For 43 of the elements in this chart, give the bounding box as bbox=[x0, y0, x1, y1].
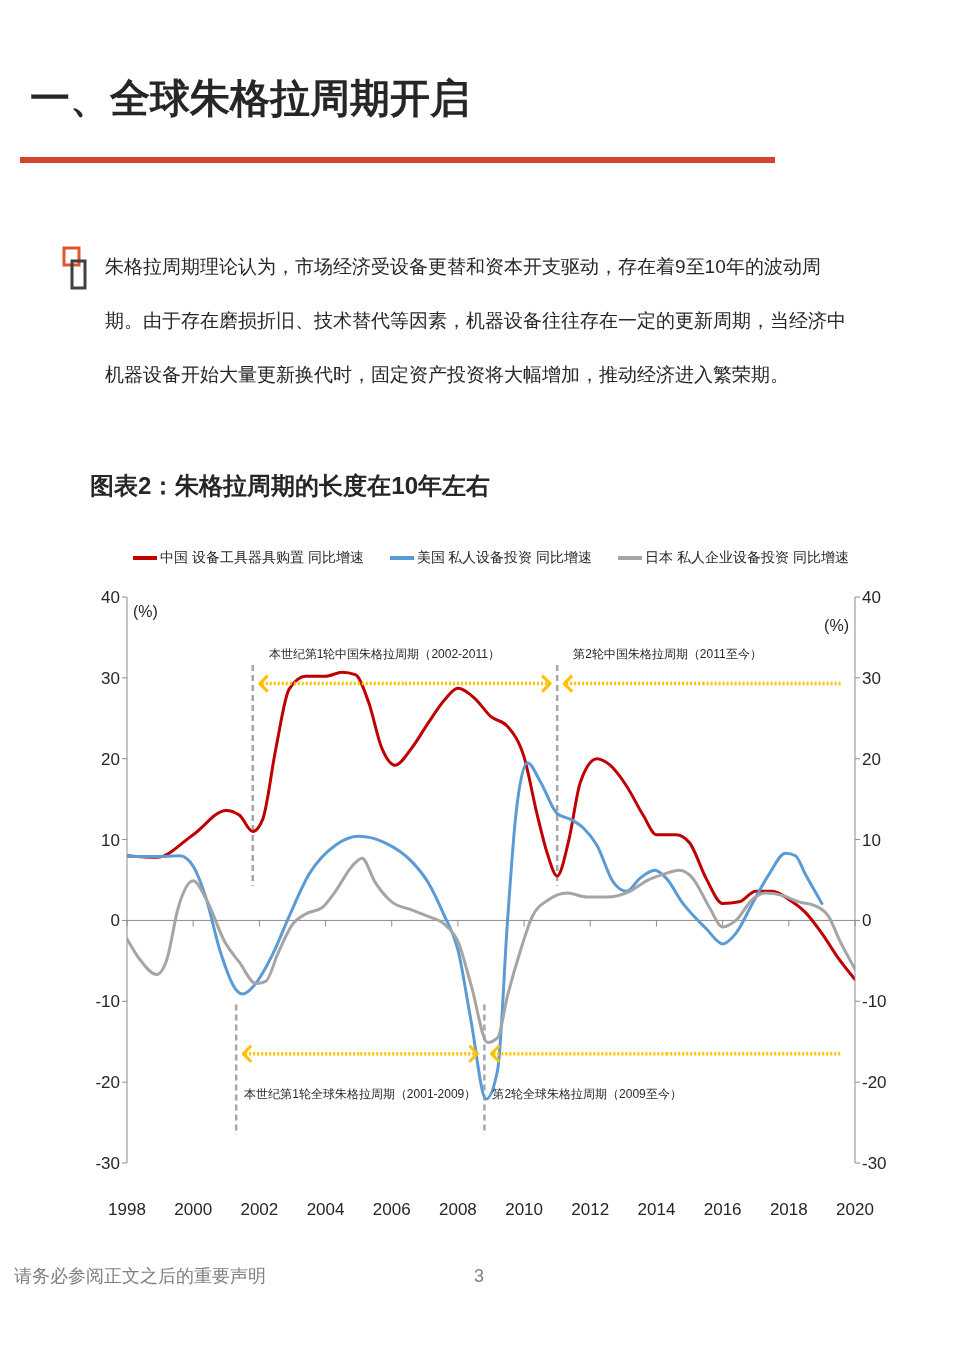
y2-tick-label: 0 bbox=[862, 911, 872, 931]
line-series bbox=[127, 761, 824, 1101]
ref-line-label: 第2轮全球朱格拉周期（2009至今） bbox=[492, 1086, 682, 1101]
y-tick-label: 0 bbox=[110, 911, 120, 931]
x-tick-label: 2020 bbox=[836, 1200, 874, 1220]
ref-line-label: 本世纪第1轮全球朱格拉周期（2001-2009） bbox=[244, 1086, 477, 1101]
legend-label: 中国 设备工具器具购置 同比增速 bbox=[159, 549, 364, 567]
x-tick-label: 1998 bbox=[108, 1200, 146, 1220]
legend-label: 日本 私人企业设备投资 同比增速 bbox=[645, 549, 850, 567]
text: 请务必参阅正文之后的重要声明 bbox=[14, 1266, 266, 1286]
y2-tick-label: -10 bbox=[862, 992, 887, 1012]
y-tick-label: -10 bbox=[95, 992, 120, 1012]
y-tick-label: -20 bbox=[95, 1073, 120, 1093]
y-tick-label: 10 bbox=[101, 830, 120, 850]
y2-tick-label: -20 bbox=[862, 1073, 887, 1093]
legend-label: 美国 私人设备投资 同比增速 bbox=[416, 549, 593, 567]
y2-tick-label: 40 bbox=[862, 588, 881, 608]
y-tick-label: 30 bbox=[101, 668, 120, 688]
y-tick-label: 20 bbox=[101, 749, 120, 769]
y2-tick-label: -30 bbox=[862, 1154, 887, 1174]
x-tick-label: 2000 bbox=[174, 1200, 213, 1220]
ref-line-label: 本世纪第1轮中国朱格拉周期（2002-2011） bbox=[268, 646, 500, 661]
y2-tick-label: 30 bbox=[862, 668, 881, 688]
x-tick-label: 2004 bbox=[306, 1200, 345, 1220]
chart-subtitle: 图表2：朱格拉周期的长度在10年左右 bbox=[90, 472, 491, 499]
x-tick-label: 2010 bbox=[505, 1200, 543, 1220]
x-tick-label: 2008 bbox=[439, 1200, 477, 1220]
x-tick-label: 2018 bbox=[769, 1200, 808, 1220]
x-tick-label: 2002 bbox=[240, 1200, 279, 1220]
text: 3 bbox=[474, 1266, 485, 1286]
y-tick-label: 40 bbox=[101, 588, 120, 608]
chart-title: 一、全球朱格拉周期开启 bbox=[30, 76, 470, 120]
y2-tick-label: 10 bbox=[862, 830, 881, 850]
y-axis-title: (%) bbox=[133, 603, 158, 620]
x-tick-label: 2016 bbox=[703, 1200, 742, 1220]
x-tick-label: 2014 bbox=[637, 1200, 676, 1220]
y-tick-label: -30 bbox=[95, 1154, 120, 1174]
y2-tick-label: 20 bbox=[862, 749, 881, 769]
ref-line-label: 第2轮中国朱格拉周期（2011至今） bbox=[573, 646, 762, 661]
x-tick-label: 2012 bbox=[571, 1200, 610, 1220]
x-tick-label: 2006 bbox=[372, 1200, 411, 1220]
text: 朱格拉周期理论认为，市场经济受设备更替和资本开支驱动，存在着9至10年的波动周期。由于存在磨损折旧、技术替代等因素，机器设备往往存在一定的更新周期，当经济中机器设备开始大量更新换代时，固定资产投资将大幅增加，推动经济进入繁荣期。 bbox=[105, 256, 846, 385]
y2-axis-title: (%) bbox=[824, 617, 849, 634]
